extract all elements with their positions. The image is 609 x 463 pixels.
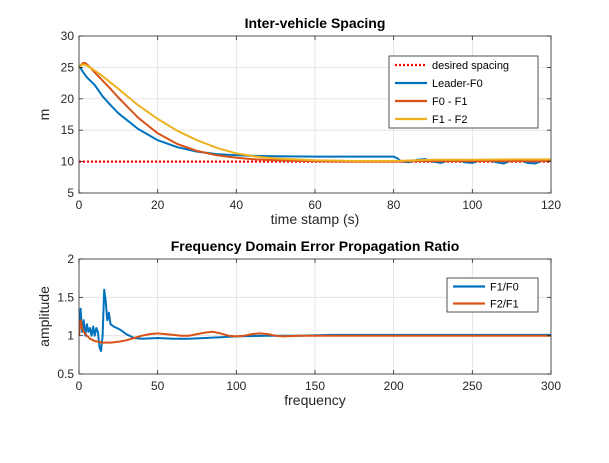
x-tick-label: 100: [226, 379, 246, 393]
y-tick-label: 5: [67, 186, 74, 200]
chart-2: 0 50 100 150 200 250 300 0.5 1 1.5 2 Frequency Doma…: [36, 238, 561, 408]
x-tick-label: 300: [541, 379, 561, 393]
series-group: [79, 288, 551, 352]
y-axis-label: m: [36, 109, 52, 121]
series-line-f1-f0: [79, 288, 551, 352]
y-tick-label: 15: [61, 123, 75, 137]
legend-box: [388, 55, 539, 129]
y-tick-label: 1.5: [57, 290, 74, 304]
x-tick-label: 40: [230, 198, 244, 212]
x-tick-label: 150: [305, 379, 325, 393]
x-tick-label: 0: [76, 198, 83, 212]
x-tick-label: 0: [76, 379, 83, 393]
chart-title: Frequency Domain Error Propagation Ratio: [171, 238, 460, 254]
legend-box: [446, 277, 539, 313]
legend-label: Leader-F0: [432, 78, 483, 90]
x-tick-label: 120: [541, 198, 561, 212]
y-tick-label: 0.5: [57, 367, 74, 381]
y-axis-label: amplitude: [36, 286, 52, 347]
chart-title: Inter-vehicle Spacing: [245, 15, 386, 31]
x-tick-label: 60: [308, 198, 322, 212]
legend-label: desired spacing: [432, 60, 509, 72]
legend-label: F0 - F1: [432, 96, 467, 108]
legend-label: F2/F1: [490, 299, 519, 311]
chart-1: 0 20 40 60 80 100 120 5 10 15 20 25 30 Inter-vehicle …: [36, 15, 561, 227]
legend: desired spacing Leader-F0 F0 - F1 F1 - F2: [388, 55, 539, 129]
x-tick-label: 50: [151, 379, 165, 393]
y-tick-label: 2: [67, 252, 74, 266]
x-axis-label: time stamp (s): [271, 211, 360, 227]
legend: F1/F0 F2/F1: [446, 277, 539, 313]
legend-label: F1/F0: [490, 282, 519, 294]
x-axis-label: frequency: [284, 392, 345, 408]
x-tick-label: 80: [387, 198, 401, 212]
x-tick-label: 200: [384, 379, 404, 393]
series-line-f2-f1: [79, 319, 551, 344]
y-tick-label: 1: [67, 329, 74, 343]
y-tick-label: 10: [61, 155, 75, 169]
legend-label: F1 - F2: [432, 114, 467, 126]
series-line-f0-f1: [79, 62, 551, 163]
x-tick-label: 100: [462, 198, 482, 212]
y-tick-label: 30: [61, 29, 75, 43]
series-line-f1-f2: [79, 63, 551, 162]
series-group: [79, 62, 551, 165]
y-tick-label: 25: [61, 60, 75, 74]
y-tick-label: 20: [61, 92, 75, 106]
x-tick-label: 20: [151, 198, 165, 212]
x-tick-label: 250: [462, 379, 482, 393]
